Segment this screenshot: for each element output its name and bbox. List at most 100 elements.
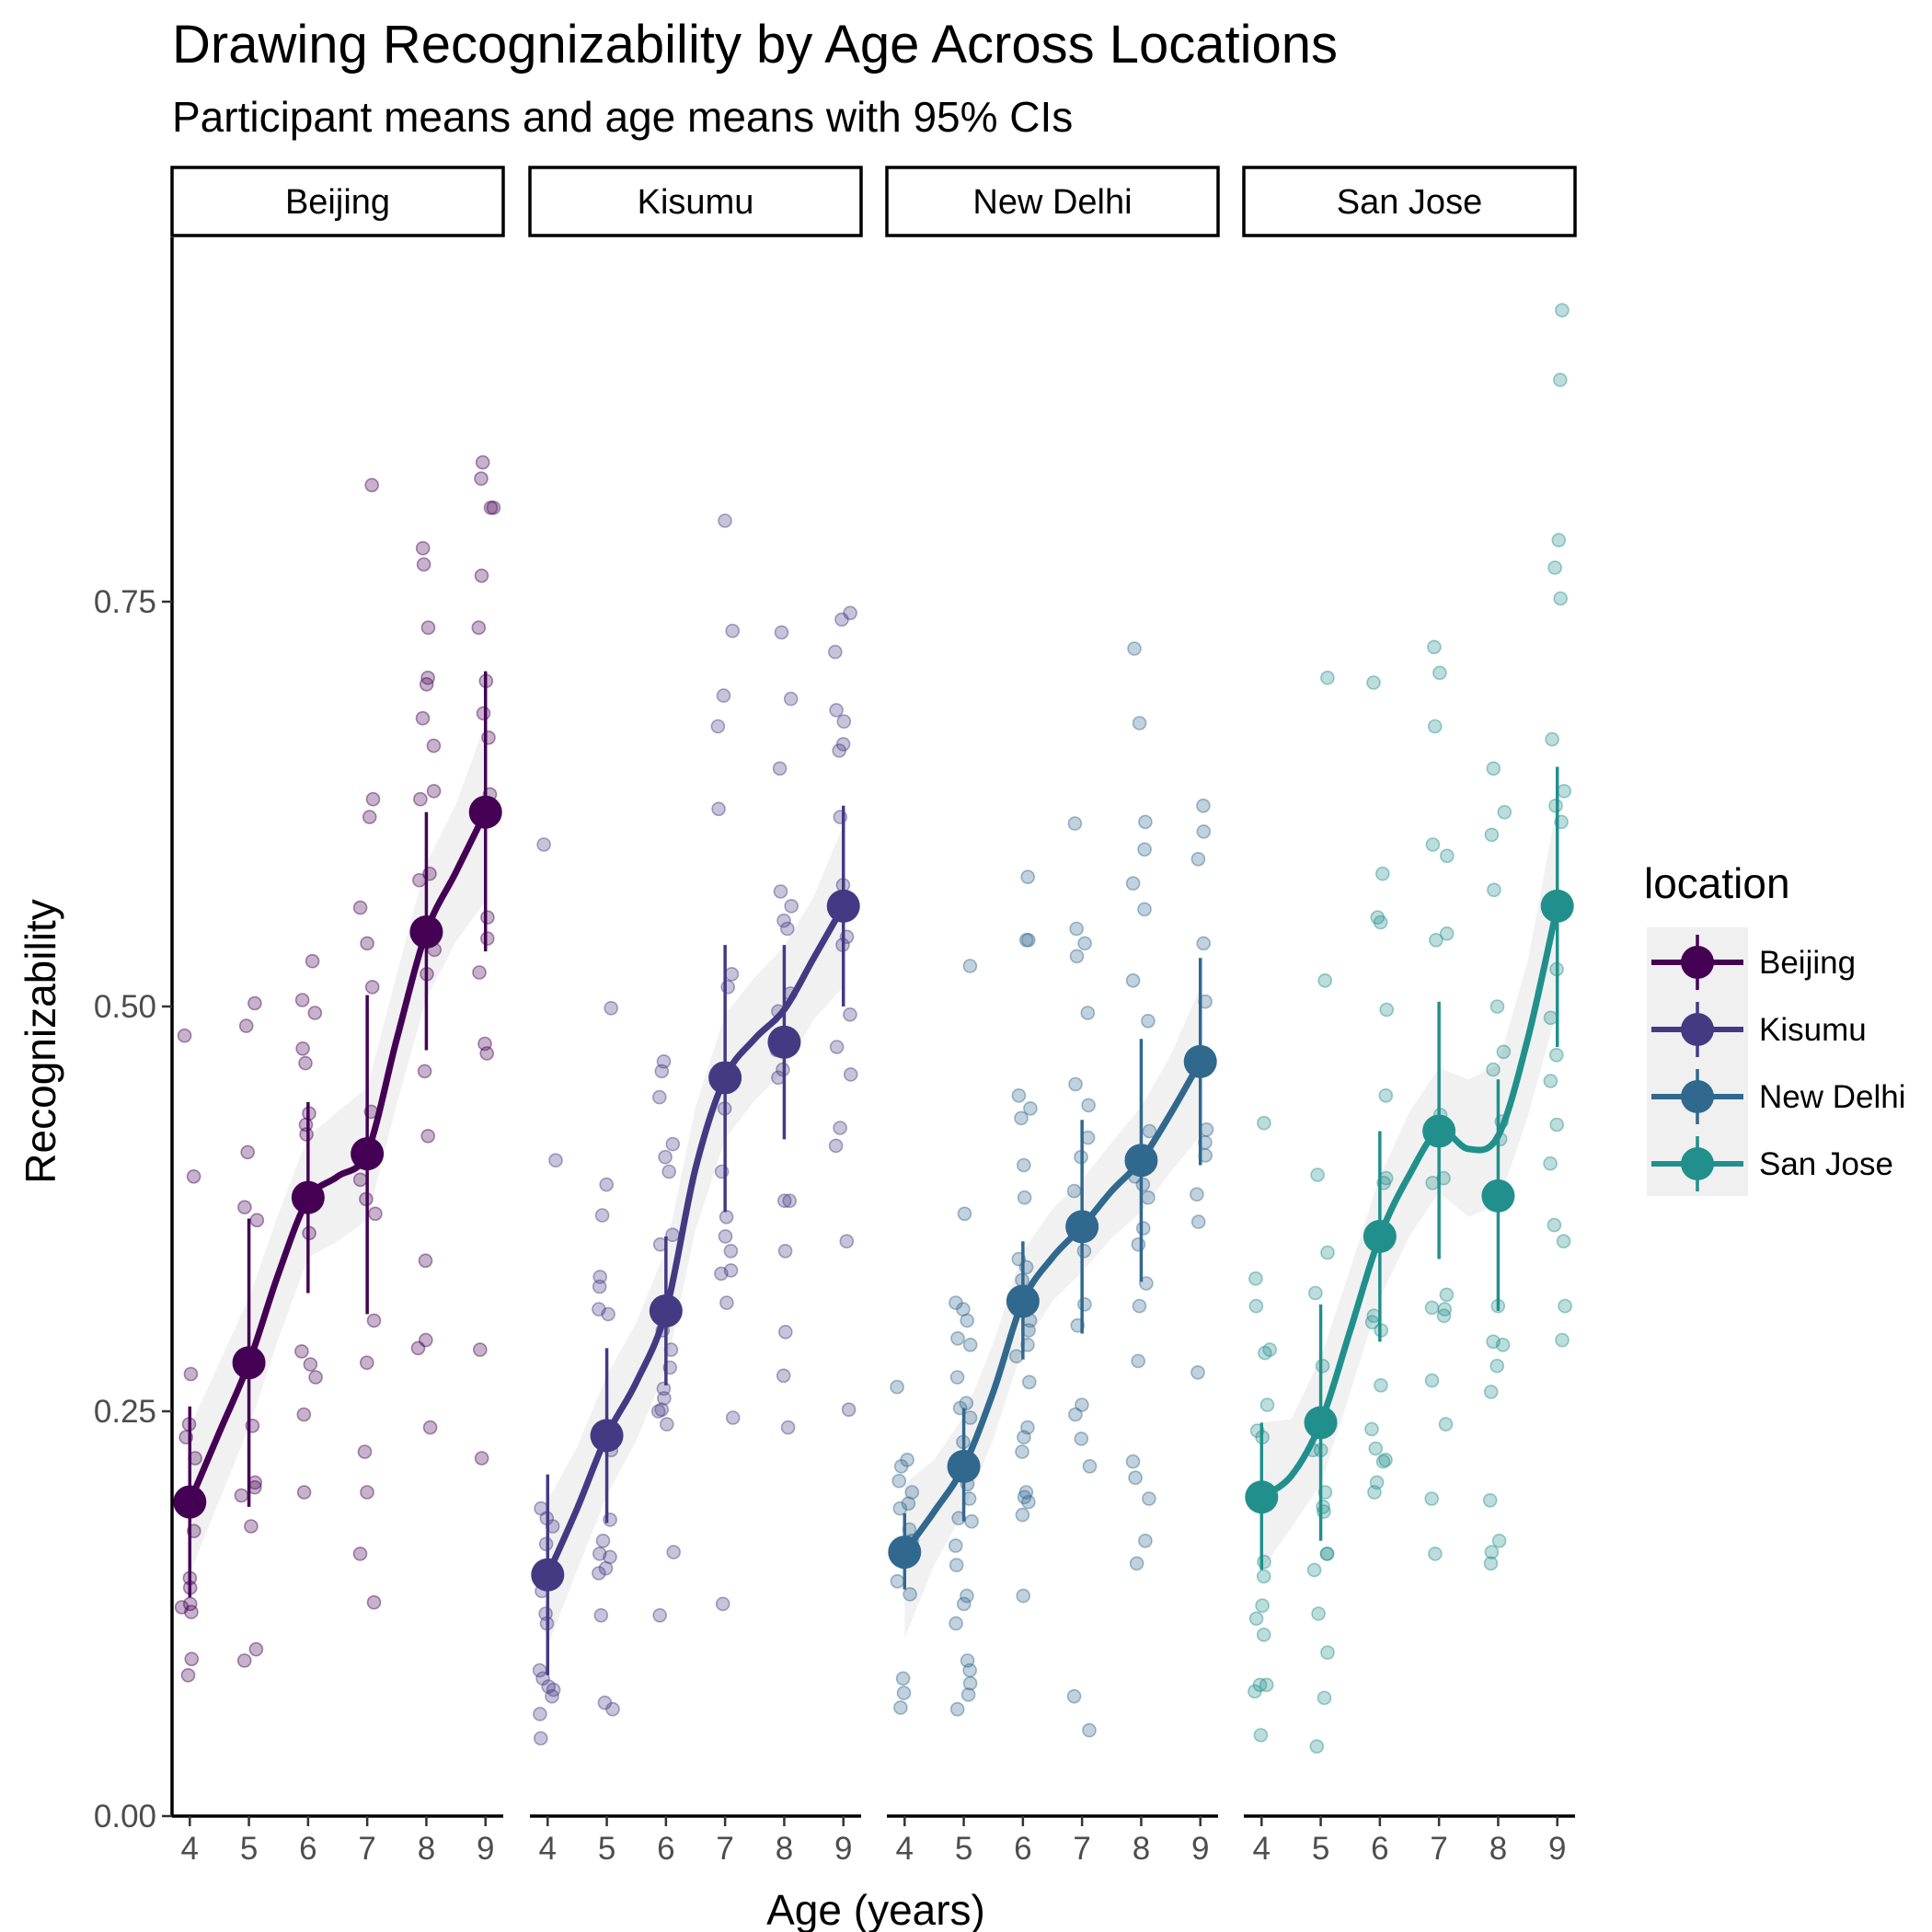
- participant-point: [366, 1594, 382, 1610]
- y-tick-label: 0.75: [94, 584, 156, 620]
- participant-point: [364, 477, 380, 493]
- participant-point: [656, 1381, 672, 1397]
- participant-point: [1014, 1110, 1029, 1126]
- participant-point: [827, 644, 843, 660]
- participant-point: [1482, 1493, 1498, 1508]
- participant-point: [833, 1121, 847, 1135]
- participant-point: [1310, 1167, 1325, 1182]
- participant-point: [1256, 1569, 1271, 1584]
- participant-point: [716, 688, 731, 703]
- participant-point: [1129, 1556, 1144, 1571]
- participant-point: [1440, 848, 1455, 864]
- participant-point: [415, 710, 431, 726]
- participant-point: [1369, 1475, 1385, 1490]
- participant-point: [1082, 1722, 1097, 1738]
- participant-point: [1135, 1221, 1151, 1236]
- x-tick-label: 9: [1548, 1831, 1566, 1867]
- participant-point: [665, 1227, 680, 1242]
- participant-point: [1543, 1010, 1558, 1026]
- participant-point: [296, 1485, 312, 1500]
- participant-point: [1138, 1534, 1153, 1548]
- participant-point: [960, 1313, 974, 1328]
- participant-point: [1432, 665, 1447, 681]
- participant-point: [471, 620, 487, 636]
- participant-point: [601, 1306, 615, 1322]
- participant-point: [718, 513, 732, 528]
- participant-point: [184, 1604, 199, 1619]
- participant-point: [1556, 1234, 1571, 1248]
- participant-point: [472, 1342, 488, 1357]
- participant-point: [418, 1253, 433, 1269]
- participant-point: [1125, 1454, 1141, 1469]
- legend-label: New Delhi: [1759, 1079, 1906, 1115]
- participant-point: [1486, 761, 1501, 776]
- participant-point: [1439, 926, 1455, 941]
- participant-point: [184, 1651, 200, 1667]
- participant-point: [1367, 1485, 1382, 1500]
- participant-point: [1317, 973, 1332, 988]
- age-mean-point: [708, 1061, 742, 1095]
- participant-point: [710, 719, 726, 734]
- participant-point: [1196, 936, 1211, 951]
- participant-point: [957, 1206, 972, 1222]
- participant-point: [1138, 814, 1153, 830]
- age-mean-point: [888, 1535, 922, 1570]
- participant-point: [1315, 1358, 1330, 1374]
- participant-point: [777, 1325, 793, 1340]
- participant-point: [1125, 876, 1141, 891]
- participant-point: [592, 1302, 606, 1317]
- participant-point: [416, 557, 431, 572]
- participant-point: [604, 1001, 619, 1016]
- age-mean-point: [1006, 1284, 1040, 1318]
- y-tick-label: 0.00: [94, 1799, 156, 1834]
- participant-point: [715, 1596, 730, 1612]
- participant-point: [605, 1702, 620, 1717]
- participant-point: [1436, 1308, 1452, 1323]
- participant-point: [368, 1206, 383, 1222]
- participant-point: [1320, 1645, 1335, 1660]
- participant-point: [956, 1596, 972, 1612]
- participant-point: [1487, 882, 1501, 898]
- participant-point: [1015, 1507, 1030, 1523]
- participant-point: [665, 1136, 681, 1152]
- participant-point: [1425, 1176, 1440, 1190]
- participant-point: [654, 1402, 670, 1417]
- participant-point: [1017, 1157, 1031, 1173]
- age-mean-point: [1363, 1219, 1397, 1253]
- participant-point: [890, 1379, 904, 1395]
- participant-point: [1199, 1122, 1214, 1137]
- x-tick-label: 7: [1073, 1831, 1090, 1867]
- legend-item: Beijing: [1651, 935, 1856, 990]
- participant-point: [960, 1588, 974, 1604]
- participant-point: [480, 910, 495, 926]
- participant-point: [296, 1407, 312, 1422]
- participant-point: [479, 931, 495, 946]
- participant-point: [1547, 1217, 1562, 1233]
- participant-point: [891, 1473, 907, 1489]
- participant-point: [1023, 1101, 1038, 1116]
- x-tick-label: 6: [299, 1831, 316, 1867]
- participant-point: [1190, 851, 1206, 867]
- participant-point: [1378, 1453, 1393, 1467]
- participant-point: [964, 1513, 979, 1529]
- participant-point: [892, 1501, 908, 1516]
- participant-point: [725, 623, 741, 638]
- facet-strip: [1242, 166, 1577, 237]
- age-mean-point: [1540, 889, 1574, 923]
- smooth-line: [544, 903, 847, 1579]
- participant-point: [360, 1485, 374, 1500]
- participant-point: [661, 1164, 677, 1179]
- participant-point: [843, 605, 857, 621]
- age-mean-point: [409, 915, 443, 949]
- participant-point: [784, 899, 799, 914]
- participant-point: [1438, 1417, 1454, 1432]
- chart-subtitle: Participant means and age means with 95%…: [172, 93, 1074, 141]
- participant-point: [1009, 1349, 1024, 1363]
- participant-point: [307, 1006, 323, 1020]
- participant-point: [1551, 533, 1567, 547]
- participant-point: [1081, 1098, 1096, 1113]
- participant-point: [174, 1600, 190, 1615]
- age-mean-point: [468, 795, 502, 829]
- participant-point: [1427, 639, 1442, 655]
- participant-point: [1375, 866, 1390, 881]
